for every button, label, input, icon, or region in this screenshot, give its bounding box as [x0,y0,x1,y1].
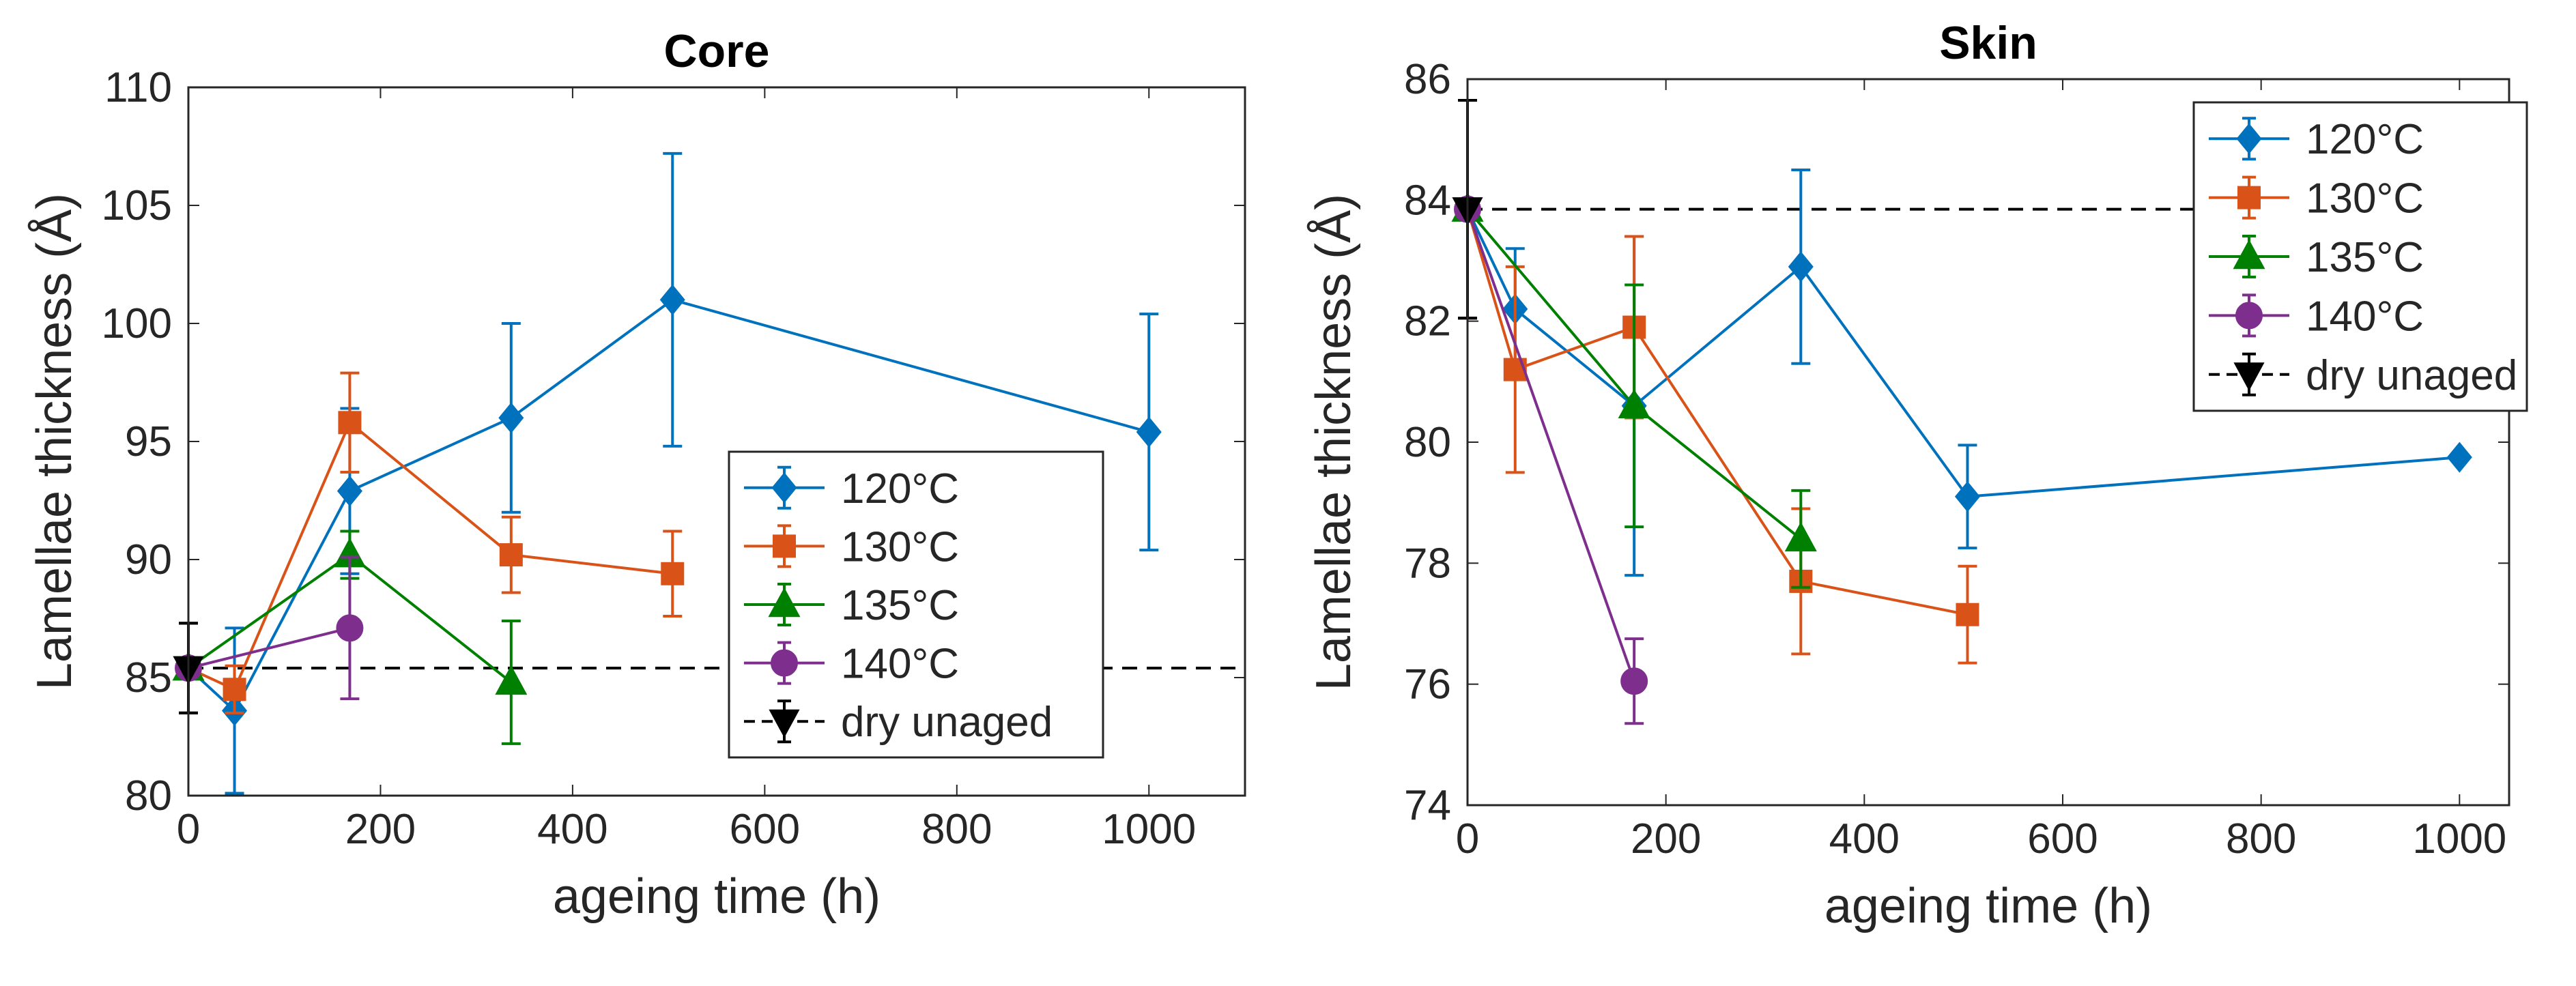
chart-title: Core [664,25,770,77]
data-point [659,284,685,315]
data-point [498,402,524,433]
legend: 120°C 130°C 135°C 140°C dry unaged [2192,101,2528,412]
y-axis-label: Lamellae thickness (Å) [1306,194,1361,691]
x-tick-label: 800 [2226,815,2296,862]
legend-entry: 120°C [744,465,959,512]
legend-label: 120°C [841,465,959,512]
legend-marker [771,472,797,504]
legend-label: 130°C [2306,175,2424,222]
y-tick-label: 85 [125,654,172,701]
x-axis-label: ageing time (h) [1824,879,2152,933]
y-tick-label: 76 [1404,661,1451,708]
data-point [1136,416,1162,448]
data-point [1954,481,1980,512]
x-tick-label: 0 [1456,815,1479,862]
legend-marker [768,587,801,618]
data-point [661,562,685,585]
series-line [1466,208,1636,682]
x-tick-label: 1000 [1102,806,1196,853]
x-tick-label: 400 [1829,815,1900,862]
series-line [187,298,1149,713]
legend-entry: 130°C [2209,175,2424,222]
data-point [499,543,523,567]
legend-marker [769,709,800,738]
legend-label: dry unaged [2306,352,2517,399]
legend-entry: 135°C [2209,234,2424,281]
series-line [188,626,350,670]
legend-label: 140°C [841,641,959,688]
x-tick-label: 0 [177,806,200,853]
legend-marker [2236,123,2262,154]
legend: 120°C 130°C 135°C 140°C dry unaged [728,450,1104,759]
data-point [1618,388,1650,419]
data-point [495,665,528,695]
y-tick-label: 95 [125,418,172,465]
x-tick-label: 1000 [2412,815,2506,862]
legend-entry: 140°C [2209,293,2424,340]
data-point [1620,667,1648,695]
y-tick-label: 90 [125,536,172,583]
legend-marker [2237,186,2261,209]
x-axis-label: ageing time (h) [553,869,881,924]
data-point [1956,603,1979,626]
legend-label: 140°C [2306,293,2424,340]
core-chart: 0 200 400 600 800 1000 80 85 90 95 100 105 110 ageing… [27,25,1246,924]
series-line [1466,208,2460,498]
x-tick-label: 800 [921,806,992,853]
data-point [2446,441,2472,473]
axes-box [187,86,1246,797]
data-point [1784,521,1817,552]
legend-label: 120°C [2306,116,2424,163]
data-point [337,476,362,507]
x-tick-label: 400 [537,806,607,853]
x-tick-label: 600 [2027,815,2098,862]
y-tick-label: 105 [102,182,172,229]
legend-label: 135°C [841,582,959,629]
legend-label: 135°C [2306,234,2424,281]
data-point [336,614,364,642]
legend-marker [773,534,796,558]
y-axis-label: Lamellae thickness (Å) [27,193,82,690]
y-tick-label: 86 [1404,56,1451,103]
legend-entry: dry unaged [2209,352,2517,399]
legend-entry: dry unaged [744,699,1053,746]
data-point [223,678,246,701]
y-tick-label: 80 [1404,419,1451,466]
y-tick-label: 80 [125,772,172,820]
data-point [338,411,362,435]
x-tick-label: 600 [730,806,800,853]
legend-entry: 120°C [2209,116,2424,163]
legend-label: dry unaged [841,699,1053,746]
y-tick-label: 78 [1404,540,1451,587]
data-point [1788,251,1814,282]
y-tick-label: 100 [102,300,172,347]
legend-marker [2233,239,2265,270]
data-point [1503,358,1527,381]
legend-entry: 135°C [744,582,959,629]
x-tick-label: 200 [1631,815,1701,862]
legend-entry: 140°C [744,641,959,688]
series-1 [177,371,685,714]
legend-marker [771,649,798,677]
chart-title: Skin [1939,17,2037,69]
skin-chart: 0 200 400 600 800 1000 74 76 78 80 82 84 86 ageing ti… [1306,17,2528,933]
legend-marker [2235,302,2263,330]
y-tick-label: 110 [104,64,172,111]
x-tick-label: 200 [345,806,416,853]
legend-entry: 130°C [744,523,959,570]
legend-label: 130°C [841,523,959,570]
y-tick-label: 74 [1404,782,1451,829]
legend-marker [2233,362,2265,391]
y-tick-label: 82 [1404,298,1451,345]
y-tick-label: 84 [1404,177,1451,224]
axes-box [1466,78,2510,807]
